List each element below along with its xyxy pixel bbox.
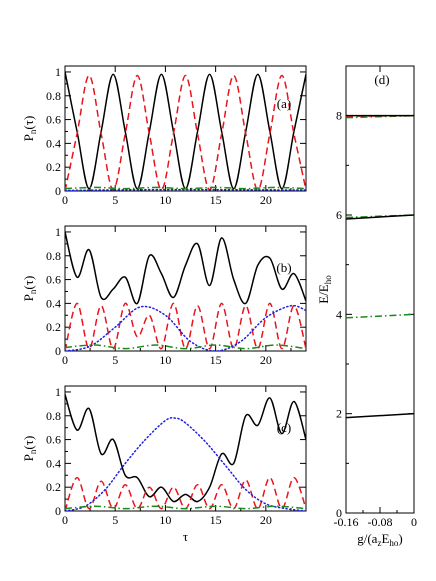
x-tick-label: 0 bbox=[62, 513, 68, 527]
series-line-red-dashed bbox=[65, 476, 306, 511]
y-tick-label: 0.8 bbox=[46, 89, 61, 103]
y-axis-title: E/Eho bbox=[316, 275, 333, 304]
x-tick-label: 5 bbox=[112, 353, 118, 367]
panel-tag: (c) bbox=[277, 420, 291, 435]
x-tick-label: 15 bbox=[210, 513, 222, 527]
series-line-green-dashdot bbox=[65, 505, 306, 510]
y-tick-label: 0.2 bbox=[46, 480, 61, 494]
x-tick-label: 5 bbox=[112, 193, 118, 207]
y-tick-label: 0.6 bbox=[46, 113, 61, 127]
y-tick-label: 0.6 bbox=[46, 433, 61, 447]
x-tick-label: -0.16 bbox=[334, 515, 359, 529]
series-line-black-solid bbox=[65, 394, 306, 503]
x-tick-label: 15 bbox=[210, 193, 222, 207]
plot-frame bbox=[64, 385, 307, 512]
y-tick-label: 0.2 bbox=[46, 160, 61, 174]
x-axis-title: τ bbox=[183, 529, 188, 544]
series-line-black-solid bbox=[346, 214, 414, 220]
y-tick-label: 2 bbox=[336, 407, 342, 421]
series-line-black-solid bbox=[65, 231, 306, 305]
y-axis-title: Pn(τ) bbox=[21, 276, 38, 302]
series-line-green-dashdot bbox=[65, 186, 306, 190]
panel-tag: (a) bbox=[277, 96, 291, 111]
x-tick-label: -0.08 bbox=[368, 515, 393, 529]
x-tick-label: 5 bbox=[112, 513, 118, 527]
x-tick-label: 10 bbox=[159, 513, 171, 527]
series-line-blue-dotted bbox=[65, 417, 306, 511]
x-tick-label: 20 bbox=[260, 513, 272, 527]
x-axis-title: g/(azEho) bbox=[357, 531, 403, 548]
y-tick-label: 0 bbox=[336, 506, 342, 520]
panel-c: 0 5 10 15 20 0 0.2 0.4 0.6 0.8 1 (c) Pn(τ) τ bbox=[21, 385, 307, 544]
series-line-green-dashdot bbox=[346, 313, 414, 319]
panel-tag: (d) bbox=[374, 72, 389, 87]
x-tick-label: 10 bbox=[159, 353, 171, 367]
series-line-green-dashdot bbox=[65, 344, 306, 350]
series-line-red-dashed bbox=[65, 74, 306, 191]
y-tick-label: 0 bbox=[55, 184, 61, 198]
panel-b: 0 5 10 15 20 0 0.2 0.4 0.6 0.8 1 (b) Pn(τ) bbox=[21, 225, 307, 367]
y-tick-label: 8 bbox=[336, 109, 342, 123]
panel-tag: (b) bbox=[276, 260, 291, 275]
y-axis-title: Pn(τ) bbox=[21, 116, 38, 142]
y-tick-label: 1 bbox=[55, 385, 61, 399]
x-tick-label: 20 bbox=[260, 353, 272, 367]
plot-frame bbox=[345, 65, 415, 514]
x-tick-label: 0 bbox=[62, 193, 68, 207]
y-tick-label: 0.2 bbox=[46, 320, 61, 334]
x-tick-label: 10 bbox=[159, 193, 171, 207]
y-tick-label: 4 bbox=[336, 307, 342, 321]
series-line-black-solid bbox=[346, 412, 414, 419]
y-tick-label: 6 bbox=[336, 208, 342, 222]
y-axis-title: Pn(τ) bbox=[21, 436, 38, 462]
plot-frame bbox=[64, 225, 307, 352]
series-line-red-dashed bbox=[65, 302, 306, 351]
y-tick-label: 0.8 bbox=[46, 249, 61, 263]
plot-frame bbox=[64, 65, 307, 192]
y-tick-label: 0 bbox=[55, 344, 61, 358]
series-line-blue-dotted bbox=[65, 188, 306, 191]
x-tick-label: 15 bbox=[210, 353, 222, 367]
panel-d: -0.16 -0.08 0 0 2 4 6 8 (d) E/Eho g/(azEho) bbox=[316, 65, 417, 548]
x-tick-label: 20 bbox=[260, 193, 272, 207]
x-tick-label: 0 bbox=[62, 353, 68, 367]
y-tick-label: 0.4 bbox=[46, 136, 61, 150]
y-tick-label: 0.8 bbox=[46, 409, 61, 423]
y-tick-label: 1 bbox=[55, 65, 61, 79]
y-tick-label: 0.4 bbox=[46, 456, 61, 470]
y-tick-label: 0.4 bbox=[46, 296, 61, 310]
x-tick-label: 0 bbox=[411, 515, 417, 529]
y-tick-label: 0.6 bbox=[46, 273, 61, 287]
y-tick-label: 1 bbox=[55, 225, 61, 239]
series-line-blue-dotted bbox=[65, 304, 306, 351]
panel-a: 0 5 10 15 20 0 0.2 0.4 0.6 0.8 1 (a) Pn(τ) bbox=[21, 65, 307, 207]
y-tick-label: 0 bbox=[55, 504, 61, 518]
